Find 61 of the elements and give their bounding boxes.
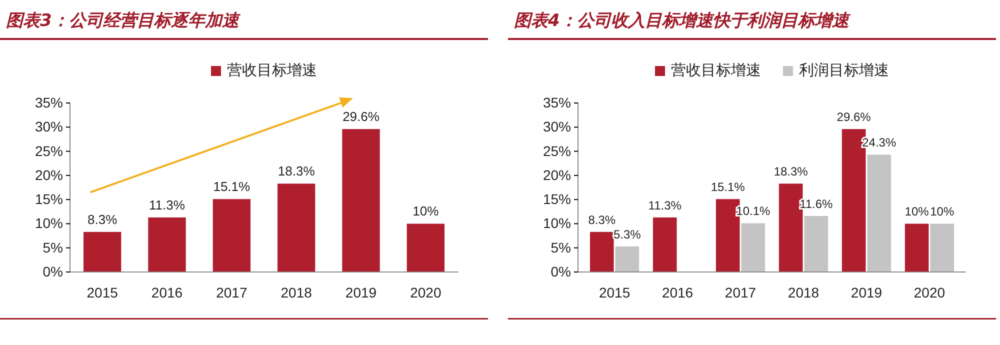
y-tick-label: 5% [42,239,63,256]
bar [930,224,954,272]
data-label: 15.1% [213,179,251,194]
legend-label: 营收目标增速 [671,61,761,79]
y-tick-label: 0% [42,263,63,280]
data-label: 10% [930,204,954,219]
y-tick-label: 30% [542,118,571,135]
data-label: 15.1% [710,180,746,194]
x-tick-label: 2016 [662,284,694,300]
chart-title: 图表4：公司收入目标增速快于利润目标增速 [514,11,851,31]
y-tick-label: 0% [550,263,571,280]
y-tick-label: 15% [34,191,63,208]
x-tick-label: 2016 [151,284,183,300]
legend-label: 利润目标增速 [799,61,889,79]
y-tick-label: 35% [34,94,63,110]
y-tick-label: 20% [34,166,63,183]
y-tick-label: 10% [542,215,571,232]
y-tick-label: 30% [34,118,63,135]
x-tick-label: 2015 [86,284,118,300]
bar [804,216,828,272]
data-label: 18.3% [774,164,808,179]
x-tick-label: 2018 [788,284,820,300]
x-tick-label: 2020 [410,284,442,300]
x-tick-label: 2015 [598,284,630,300]
data-label: 29.6% [836,110,872,124]
bar [652,217,677,272]
bar [406,224,445,272]
x-tick-label: 2020 [914,284,946,300]
bar [590,232,614,272]
y-tick-label: 10% [34,215,63,232]
chart-title: 图表3：公司经营目标逐年加速 [6,11,241,31]
x-tick-label: 2019 [850,284,882,300]
bar [867,154,892,272]
data-label: 8.3% [588,212,616,227]
bar [741,223,766,272]
bar [904,224,929,272]
data-label: 11.3% [149,197,186,212]
y-tick-label: 5% [550,239,571,256]
data-label: 29.6% [342,109,380,124]
bar [342,129,380,272]
y-tick-label: 25% [34,142,63,159]
data-label: 11.3% [648,198,682,212]
bar [615,246,640,272]
x-tick-label: 2019 [345,284,377,300]
bar [212,199,251,272]
bar [83,232,122,272]
bar [277,184,316,272]
x-tick-label: 2018 [280,284,312,300]
x-tick-label: 2017 [216,284,248,300]
y-tick-label: 20% [542,166,571,183]
data-label: 18.3% [278,164,316,179]
data-label: 10% [904,204,930,219]
y-tick-label: 15% [542,191,571,208]
data-label: 10% [412,204,440,219]
legend-label: 营收目标增速 [227,61,317,79]
bar [148,217,186,272]
data-label: 5.3% [614,227,642,242]
y-tick-label: 25% [542,142,571,159]
x-tick-label: 2017 [724,284,756,300]
data-label: 8.3% [88,212,118,227]
y-tick-label: 35% [542,94,571,110]
